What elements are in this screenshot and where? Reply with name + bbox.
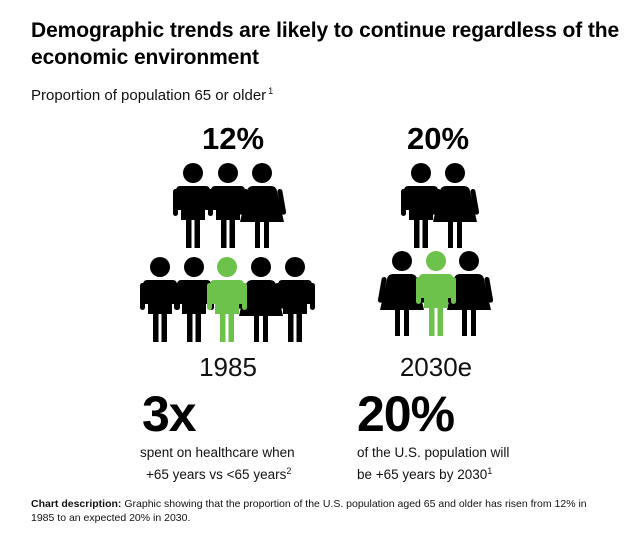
population-desc-line2: be +65 years by 2030 xyxy=(357,467,488,482)
person-1985-back-3 xyxy=(237,163,287,248)
page-title: Demographic trends are likely to continu… xyxy=(31,19,620,69)
chart-description: Chart description: Graphic showing that … xyxy=(31,497,601,525)
healthcare-desc-line2-wrap: +65 years vs <65 years2 xyxy=(140,462,340,484)
chart-description-label: Chart description: xyxy=(31,498,122,510)
person-2030-highlight xyxy=(416,251,456,336)
population-desc-line2-wrap: be +65 years by 20301 xyxy=(357,462,577,484)
chart-description-text: Graphic showing that the proportion of t… xyxy=(31,498,587,524)
person-1985-front-5 xyxy=(275,257,315,342)
healthcare-footnote: 2 xyxy=(286,466,292,476)
population-description: of the U.S. population will be +65 years… xyxy=(357,444,577,484)
population-desc-line1: of the U.S. population will xyxy=(357,445,510,460)
healthcare-desc-line2: +65 years vs <65 years xyxy=(146,467,287,482)
healthcare-desc-line1: spent on healthcare when xyxy=(140,445,295,460)
subtitle-text: Proportion of population 65 or older xyxy=(31,87,267,104)
person-1985-highlight xyxy=(207,257,247,342)
stat-healthcare: 3x xyxy=(142,386,197,442)
subtitle: Proportion of population 65 or older 1 xyxy=(31,82,273,105)
population-footnote: 1 xyxy=(487,466,493,476)
healthcare-description: spent on healthcare when +65 years vs <6… xyxy=(140,444,340,484)
subtitle-footnote: 1 xyxy=(268,86,274,96)
stat-population: 20% xyxy=(357,386,455,442)
person-2030-back-2 xyxy=(430,163,480,248)
percent-1985: 12% xyxy=(201,121,265,156)
person-1985-back-1 xyxy=(173,163,213,248)
year-1985: 1985 xyxy=(199,352,257,382)
percent-2030: 20% xyxy=(406,121,470,156)
year-2030: 2030e xyxy=(399,352,473,382)
